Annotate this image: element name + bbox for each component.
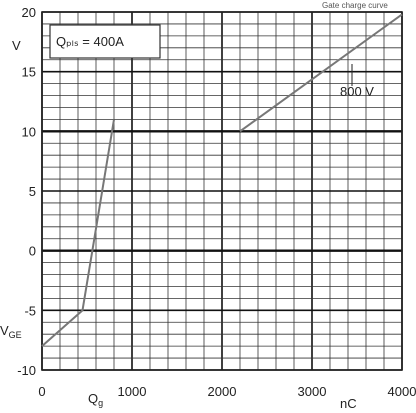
y-tick-label: 0	[29, 244, 36, 259]
x-tick-label: 1000	[118, 384, 147, 399]
series-line-1	[41, 119, 115, 347]
annotation-voltage: 800 V	[340, 84, 374, 99]
tick-labels: 0 1000 2000 3000 4000 -10 -5 0 5 10 15 20	[17, 5, 416, 399]
x-tick-label: 3000	[298, 384, 327, 399]
series-line-2	[239, 13, 403, 133]
x-tick-label: 0	[38, 384, 45, 399]
annotation-box-frame	[49, 24, 161, 59]
series-layer	[41, 13, 403, 347]
y-tick-label: 10	[22, 124, 36, 139]
y-unit-label: V	[12, 38, 21, 53]
y-tick-label: -10	[17, 363, 36, 378]
y-tick-label: 15	[22, 65, 36, 80]
y-tick-label: -5	[24, 303, 36, 318]
vge-label: VGE	[0, 323, 22, 340]
y-tick-label: 5	[29, 184, 36, 199]
annotation-box-text: Qₚₗₛ = 400A	[56, 34, 124, 49]
qg-label: Qg	[88, 391, 103, 408]
x-tick-label: 2000	[208, 384, 237, 399]
plot-frame	[41, 11, 403, 371]
x-unit-label: nC	[340, 396, 357, 411]
x-tick-label: 4000	[388, 384, 416, 399]
source-tag: Gate charge curve	[322, 1, 388, 10]
y-tick-label: 20	[22, 5, 36, 20]
grid	[41, 11, 403, 371]
